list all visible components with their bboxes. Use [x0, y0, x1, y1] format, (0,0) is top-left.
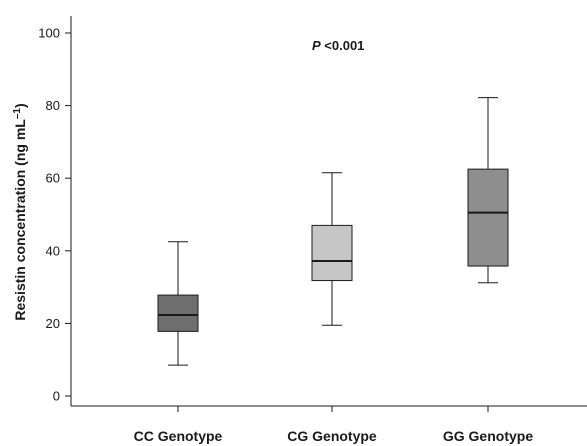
x-tick-label: CC Genotype — [134, 428, 223, 444]
y-tick-label: 100 — [38, 26, 60, 41]
box-iqr — [467, 168, 509, 267]
box-iqr — [311, 224, 353, 282]
box-iqr — [157, 294, 199, 332]
y-tick-label: 60 — [46, 171, 60, 186]
x-tick-label: GG Genotype — [443, 428, 533, 444]
y-axis-label: Resistin concentration (ng mL–1) — [12, 103, 29, 320]
x-ticks: CC Genotype CG Genotype GG Genotype — [134, 406, 533, 444]
p-value-annotation: P <0.001 — [312, 38, 364, 53]
box-1 — [157, 241, 199, 366]
box-3 — [467, 97, 509, 284]
x-tick-label: CG Genotype — [287, 428, 377, 444]
y-tick-label: 80 — [46, 98, 60, 113]
y-tick-label: 40 — [46, 243, 60, 258]
y-tick-label: 20 — [46, 316, 60, 331]
axes — [70, 16, 587, 407]
y-ticks: 0 20 40 60 80 100 — [38, 26, 71, 404]
y-tick-label: 0 — [53, 389, 60, 404]
boxes — [157, 97, 509, 366]
box-2 — [311, 172, 353, 326]
